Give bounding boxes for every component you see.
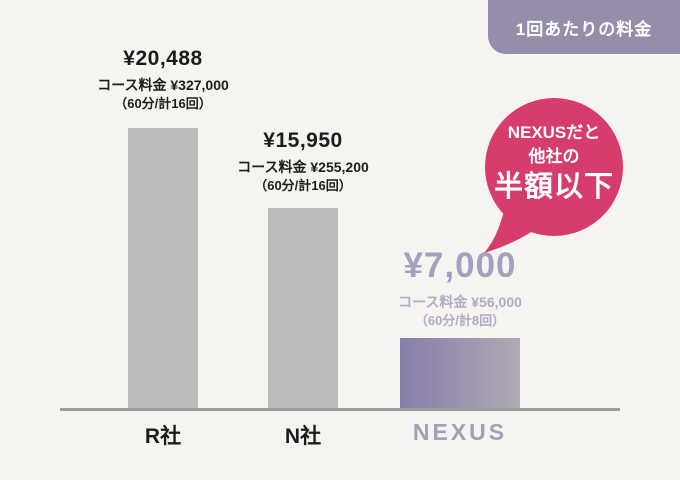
course-detail-label-nexus: （60分/計8回） [414, 313, 506, 329]
course-price-label-r: コース料金 ¥327,000 [97, 77, 229, 94]
bar-annotation-nexus: ¥7,000 コース料金 ¥56,000 （60分/計8回） [360, 246, 560, 329]
bar-r [128, 128, 198, 408]
bar-n [268, 208, 338, 408]
speech-bubble-text: NEXUSだと 他社の 半額以下 [486, 123, 622, 205]
bar-annotation-n: ¥15,950 コース料金 ¥255,200 （60分/計16回） [203, 129, 403, 194]
bar-annotation-r: ¥20,488 コース料金 ¥327,000 （60分/計16回） [63, 47, 263, 112]
course-price-label-n: コース料金 ¥255,200 [237, 159, 369, 176]
price-per-session-badge: 1回あたりの料金 [488, 0, 680, 54]
x-axis-line [60, 408, 620, 411]
course-detail-label-n: （60分/計16回） [254, 178, 352, 194]
course-detail-label-r: （60分/計16回） [114, 96, 212, 112]
x-label-n: N社 [284, 425, 322, 448]
speech-bubble-shape [484, 98, 623, 253]
bubble-line-1: NEXUSだと [507, 123, 601, 142]
price-label-r: ¥20,488 [123, 47, 203, 70]
bubble-line-3: 半額以下 [493, 170, 614, 203]
x-label-r: R社 [144, 425, 182, 448]
price-label-nexus: ¥7,000 [403, 246, 517, 285]
bubble-line-2: 他社の [528, 147, 580, 167]
price-label-n: ¥15,950 [263, 129, 343, 152]
course-price-label-nexus: コース料金 ¥56,000 [398, 294, 522, 311]
bar-nexus [400, 338, 520, 408]
x-label-nexus: NEXUS [412, 419, 508, 445]
